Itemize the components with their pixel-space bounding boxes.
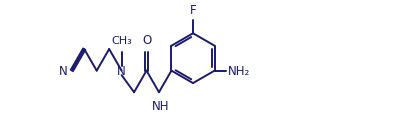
Text: NH: NH [152,99,169,112]
Text: NH₂: NH₂ [227,65,249,78]
Text: N: N [117,65,126,78]
Text: F: F [189,4,196,17]
Text: CH₃: CH₃ [111,36,132,46]
Text: O: O [142,34,151,47]
Text: N: N [59,65,67,78]
